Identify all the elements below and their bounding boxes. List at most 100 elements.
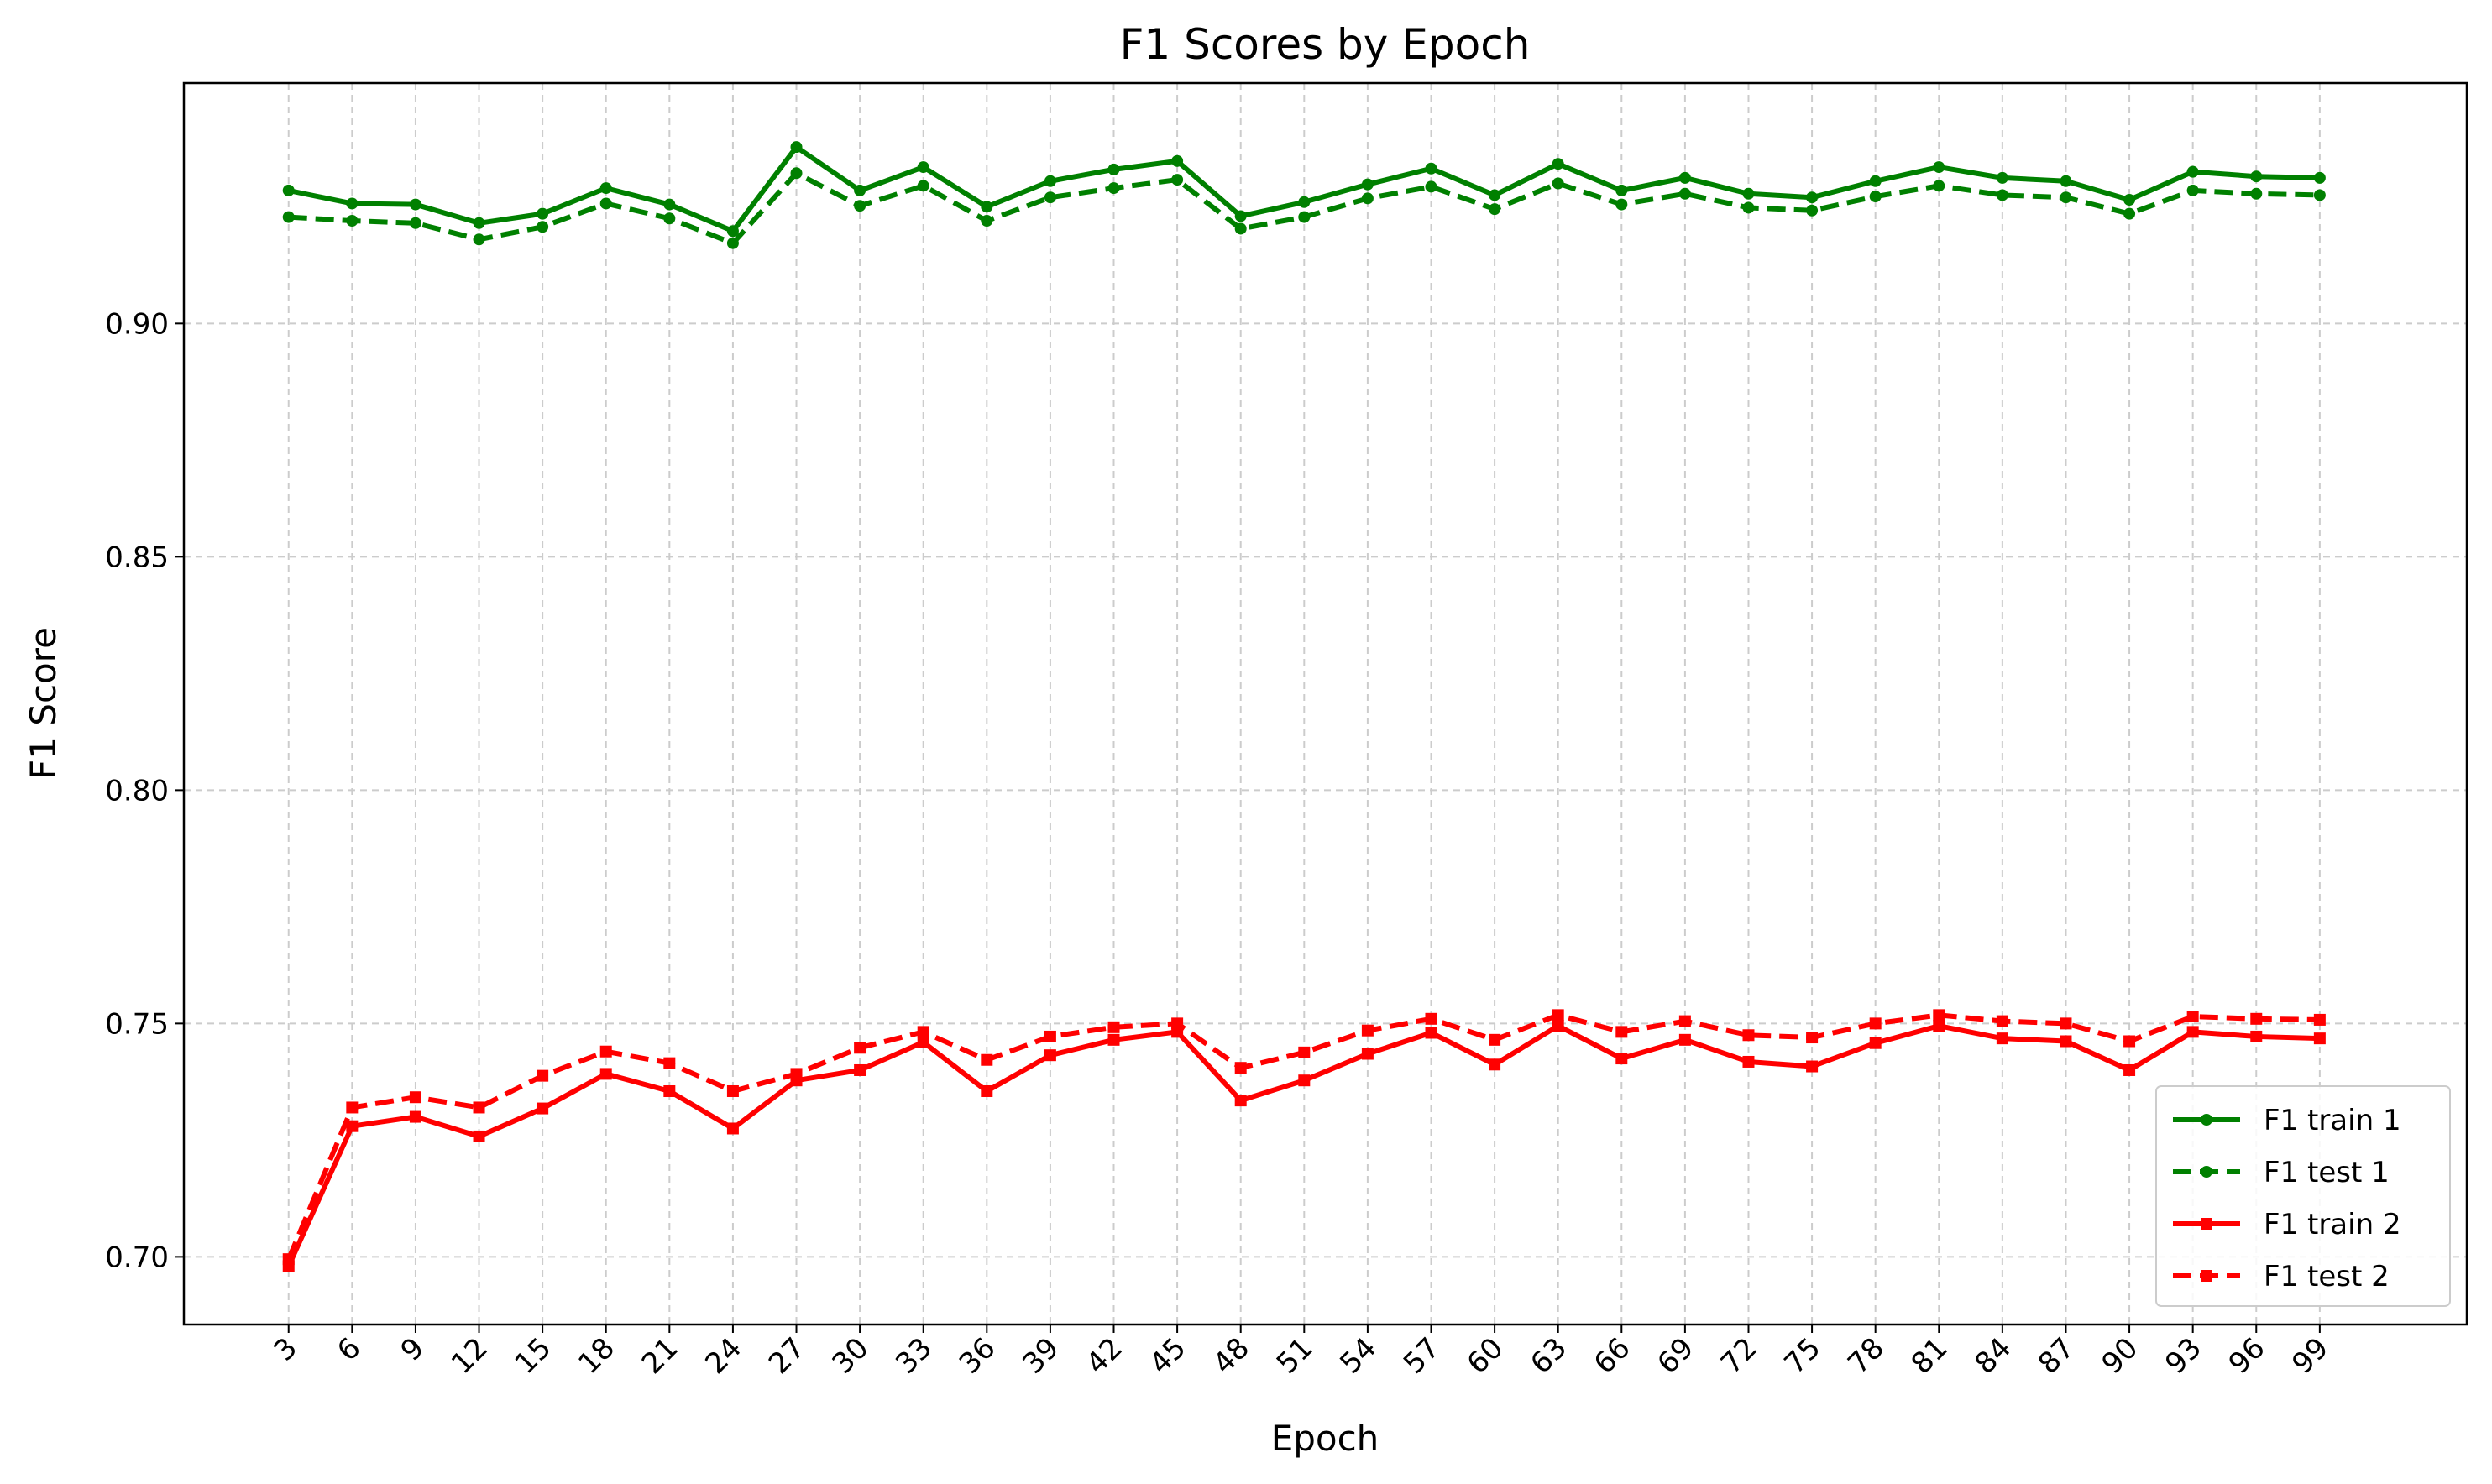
data-point <box>346 197 359 210</box>
data-point <box>790 167 803 180</box>
x-tick-label: 42 <box>1080 1331 1129 1381</box>
data-point <box>537 207 549 220</box>
data-point <box>663 198 676 211</box>
data-point <box>1489 189 1501 201</box>
data-point <box>854 184 866 196</box>
data-point <box>1615 184 1628 196</box>
legend-label: F1 test 1 <box>2264 1156 2390 1189</box>
data-point <box>537 221 549 233</box>
legend-marker <box>2201 1270 2212 1282</box>
data-point <box>2060 1035 2072 1048</box>
data-point <box>1933 180 1945 192</box>
data-point <box>1678 171 1691 184</box>
data-point <box>599 197 612 210</box>
data-point <box>1615 1053 1628 1065</box>
data-point <box>2060 1017 2072 1030</box>
data-point <box>1552 158 1564 170</box>
data-point <box>790 1068 803 1080</box>
data-point <box>1171 1017 1184 1030</box>
data-point <box>917 1036 929 1048</box>
data-point <box>2313 1032 2326 1045</box>
data-point <box>1806 1032 1819 1044</box>
x-tick-label: 15 <box>509 1331 558 1381</box>
data-point <box>2123 194 2136 206</box>
data-point <box>473 1101 485 1114</box>
data-point <box>1298 196 1311 208</box>
data-point <box>282 211 295 223</box>
data-point <box>1044 191 1056 204</box>
data-point <box>726 1122 739 1135</box>
x-tick-label: 57 <box>1397 1331 1447 1381</box>
data-point <box>1489 1033 1501 1046</box>
legend-item: F1 test 2 <box>2173 1260 2390 1293</box>
data-point <box>599 1068 612 1080</box>
data-point <box>663 1057 676 1069</box>
y-axis-label: F1 Score <box>23 627 64 780</box>
x-tick-label: 24 <box>699 1331 748 1381</box>
x-tick-label: 63 <box>1524 1331 1573 1381</box>
data-point <box>2250 1030 2263 1042</box>
data-point <box>917 180 929 192</box>
x-tick-label: 90 <box>2096 1331 2145 1381</box>
series-f1-test-1 <box>282 167 2326 249</box>
data-point <box>663 1084 676 1097</box>
x-tick-label: 18 <box>572 1331 621 1381</box>
data-point <box>1361 178 1374 191</box>
x-tick-label: 60 <box>1461 1331 1510 1381</box>
x-axis-ticks: 3 6 9 12 15 18 21 24 27 30 33 36 39 42 45 48 51 54 57 60 63 6… <box>268 1325 2335 1381</box>
data-point <box>346 215 359 227</box>
data-point <box>409 1110 421 1123</box>
data-point <box>1425 180 1437 193</box>
data-point <box>1615 198 1628 211</box>
x-tick-label: 45 <box>1144 1331 1193 1381</box>
data-point <box>2186 184 2199 196</box>
chart-title: F1 Scores by Epoch <box>1120 20 1531 69</box>
x-tick-label: 54 <box>1333 1331 1383 1381</box>
data-point <box>1869 1037 1882 1049</box>
data-point <box>917 161 929 174</box>
data-point <box>1806 1060 1819 1073</box>
x-tick-label: 87 <box>2032 1331 2081 1381</box>
data-point <box>409 1091 421 1104</box>
data-point <box>1996 171 2008 184</box>
data-point <box>1489 203 1501 216</box>
x-tick-label: 36 <box>953 1331 1003 1381</box>
data-point <box>537 1069 549 1082</box>
data-point <box>1361 1048 1374 1060</box>
data-point <box>2250 1012 2263 1025</box>
data-point <box>409 217 421 229</box>
data-point <box>2123 1063 2136 1076</box>
x-tick-label: 84 <box>1968 1331 2018 1381</box>
y-tick-label: 0.90 <box>105 307 169 341</box>
x-tick-label: 21 <box>636 1331 685 1381</box>
data-point <box>2123 1035 2136 1048</box>
data-point <box>282 1253 295 1266</box>
legend-label: F1 test 2 <box>2264 1260 2390 1293</box>
x-tick-label: 72 <box>1715 1331 1764 1381</box>
data-point <box>1678 1015 1691 1027</box>
data-point <box>409 198 421 211</box>
data-point <box>981 1053 993 1066</box>
y-tick-label: 0.80 <box>105 774 169 807</box>
data-point <box>2060 175 2072 187</box>
data-point <box>2313 1013 2326 1026</box>
data-point <box>1234 1095 1247 1107</box>
data-point <box>1425 1012 1437 1025</box>
data-point <box>1742 1055 1755 1068</box>
data-point <box>663 212 676 225</box>
plot-series <box>282 141 2326 1272</box>
legend-box <box>2155 1085 2451 1307</box>
x-tick-label: 51 <box>1270 1331 1320 1381</box>
data-point <box>1361 1024 1374 1037</box>
data-point <box>1615 1026 1628 1038</box>
data-point <box>473 217 485 229</box>
x-tick-label: 66 <box>1588 1331 1637 1381</box>
data-point <box>1806 204 1819 217</box>
data-point <box>1869 1017 1882 1030</box>
legend-marker <box>2201 1114 2212 1126</box>
data-point <box>726 225 739 238</box>
data-point <box>346 1101 359 1114</box>
data-point <box>726 1084 739 1097</box>
x-tick-label: 33 <box>889 1331 939 1381</box>
